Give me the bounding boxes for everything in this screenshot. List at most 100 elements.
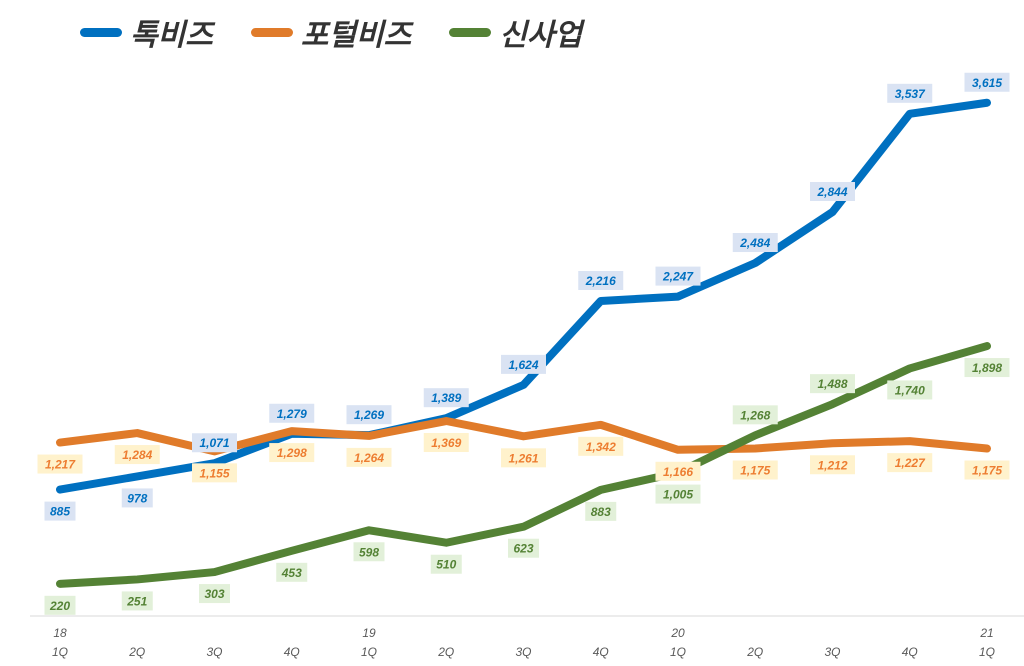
legend-swatch — [449, 27, 492, 37]
data-label: 3,537 — [895, 87, 926, 101]
data-label: 1,212 — [817, 458, 847, 472]
x-tick-label: 1Q — [670, 645, 686, 659]
data-label-bg — [655, 266, 701, 286]
data-label: 1,217 — [45, 458, 76, 472]
data-label: 2,844 — [816, 185, 847, 199]
x-tick-label: 3Q — [206, 645, 222, 659]
data-label: 1,740 — [895, 383, 925, 397]
legend-swatch — [250, 27, 293, 37]
data-label-bg — [44, 501, 76, 521]
data-label: 251 — [126, 594, 147, 608]
legend: 톡비즈 포털비즈 신사업 — [80, 10, 582, 54]
data-label: 1,898 — [972, 361, 1002, 375]
x-tick-label: 4Q — [284, 645, 300, 659]
x-tick-year: 21 — [979, 626, 993, 640]
x-tick-label: 4Q — [593, 645, 609, 659]
data-label-bg — [810, 374, 855, 394]
data-label-bg — [655, 484, 701, 504]
data-label-bg — [192, 433, 237, 453]
data-label-bg — [346, 405, 392, 425]
data-label: 510 — [436, 558, 456, 572]
series-line-2 — [56, 342, 991, 588]
data-label-bg — [964, 358, 1010, 378]
data-label-bg — [199, 584, 230, 604]
data-label-bg — [423, 388, 469, 408]
data-label: 453 — [281, 566, 302, 580]
data-label: 978 — [127, 491, 147, 505]
data-label: 2,216 — [585, 274, 616, 288]
x-tick-year: 20 — [670, 626, 685, 640]
data-label-bg — [810, 182, 855, 202]
data-label: 1,227 — [895, 456, 926, 470]
x-tick-label: 3Q — [824, 645, 840, 659]
data-label-bg — [501, 448, 546, 468]
data-label: 885 — [50, 505, 70, 519]
data-label: 303 — [204, 587, 224, 601]
x-tick-label: 1Q — [52, 645, 68, 659]
data-label: 2,484 — [739, 236, 770, 250]
data-label: 2,247 — [662, 270, 694, 284]
legend-label: 톡비즈 — [130, 18, 213, 53]
data-label: 1,624 — [508, 358, 538, 372]
data-label: 1,268 — [740, 408, 770, 422]
data-label-bg — [732, 460, 778, 480]
data-label-bg — [578, 270, 624, 290]
data-label-bg — [508, 538, 539, 558]
data-label-bg — [346, 447, 392, 467]
data-label: 1,261 — [508, 451, 538, 465]
data-label: 598 — [359, 545, 379, 559]
x-tick-year: 18 — [53, 626, 67, 640]
x-tick-label: 1Q — [979, 645, 995, 659]
data-label-bg — [430, 554, 462, 574]
data-label: 220 — [49, 599, 70, 613]
data-label-bg — [276, 562, 308, 582]
data-label-bg — [578, 436, 624, 456]
data-label: 1,389 — [431, 391, 461, 405]
data-label-bg — [585, 501, 617, 521]
data-label: 1,298 — [277, 446, 307, 460]
legend-swatch — [80, 27, 122, 37]
data-label: 1,488 — [817, 377, 847, 391]
data-label-bg — [114, 445, 160, 465]
data-label-bg — [655, 461, 701, 481]
data-label-bg — [732, 233, 778, 253]
data-label: 1,284 — [122, 448, 152, 462]
data-label: 3,615 — [972, 76, 1002, 90]
data-label-bg — [964, 460, 1010, 480]
data-label-bg — [353, 542, 385, 562]
legend-item-talkbiz: 톡비즈 — [80, 10, 213, 54]
legend-label: 신사업 — [499, 18, 583, 53]
x-tick-year: 19 — [362, 626, 376, 640]
legend-item-newbiz: 신사업 — [449, 10, 582, 54]
data-label-bg — [269, 403, 315, 423]
data-label: 1,269 — [354, 408, 384, 422]
legend-label: 포털비즈 — [300, 18, 412, 53]
data-label-bg — [887, 453, 933, 473]
data-label-bg — [423, 433, 469, 453]
data-label-bg — [44, 595, 76, 615]
data-label: 1,155 — [199, 466, 229, 480]
data-label: 1,166 — [663, 465, 693, 479]
data-label: 1,005 — [663, 488, 693, 502]
x-tick-label: 4Q — [902, 645, 918, 659]
data-label: 1,071 — [199, 436, 229, 450]
data-label-bg — [887, 83, 933, 103]
data-label: 623 — [513, 542, 533, 556]
data-label-bg — [732, 405, 778, 425]
data-label: 1,175 — [740, 464, 770, 478]
data-label-bg — [121, 488, 153, 508]
data-label-bg — [964, 72, 1010, 92]
data-label-bg — [121, 591, 153, 611]
legend-item-portalbiz: 포털비즈 — [250, 10, 412, 54]
x-tick-label: 2Q — [437, 645, 454, 659]
data-label: 1,264 — [354, 451, 384, 465]
x-tick-label: 2Q — [128, 645, 145, 659]
x-tick-label: 2Q — [746, 645, 763, 659]
x-tick-label: 1Q — [361, 645, 377, 659]
data-label: 1,369 — [431, 436, 461, 450]
data-label-bg — [887, 380, 933, 400]
data-label-bg — [269, 443, 315, 463]
data-label: 1,342 — [586, 440, 616, 454]
series-line-0 — [56, 98, 991, 494]
